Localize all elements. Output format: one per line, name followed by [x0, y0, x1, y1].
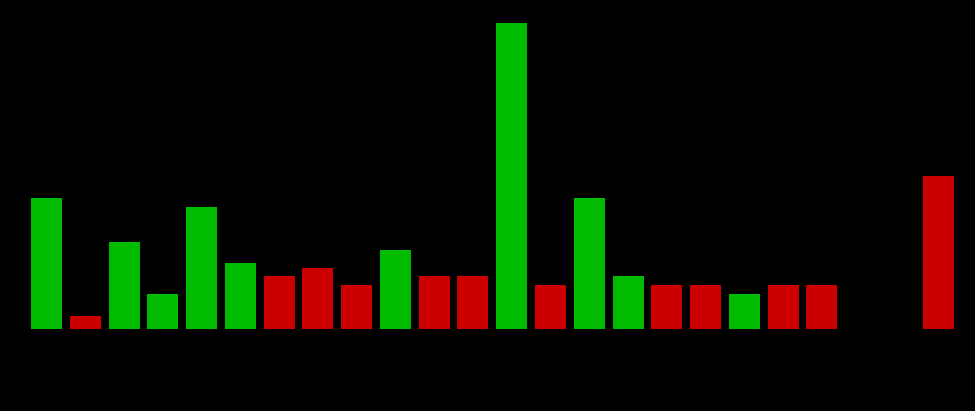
Bar: [729, 294, 760, 329]
Bar: [418, 277, 449, 329]
Bar: [496, 23, 527, 329]
Bar: [535, 285, 566, 329]
Bar: [457, 277, 488, 329]
Bar: [108, 242, 139, 329]
Bar: [806, 285, 838, 329]
Bar: [651, 285, 682, 329]
Bar: [147, 294, 178, 329]
Bar: [302, 268, 333, 329]
Bar: [573, 198, 604, 329]
Bar: [70, 316, 100, 329]
Bar: [690, 285, 722, 329]
Bar: [186, 207, 217, 329]
Bar: [31, 198, 62, 329]
Bar: [341, 285, 372, 329]
Bar: [380, 250, 411, 329]
Bar: [263, 277, 294, 329]
Bar: [922, 176, 954, 329]
Bar: [225, 263, 255, 329]
Bar: [767, 285, 799, 329]
Bar: [612, 277, 644, 329]
